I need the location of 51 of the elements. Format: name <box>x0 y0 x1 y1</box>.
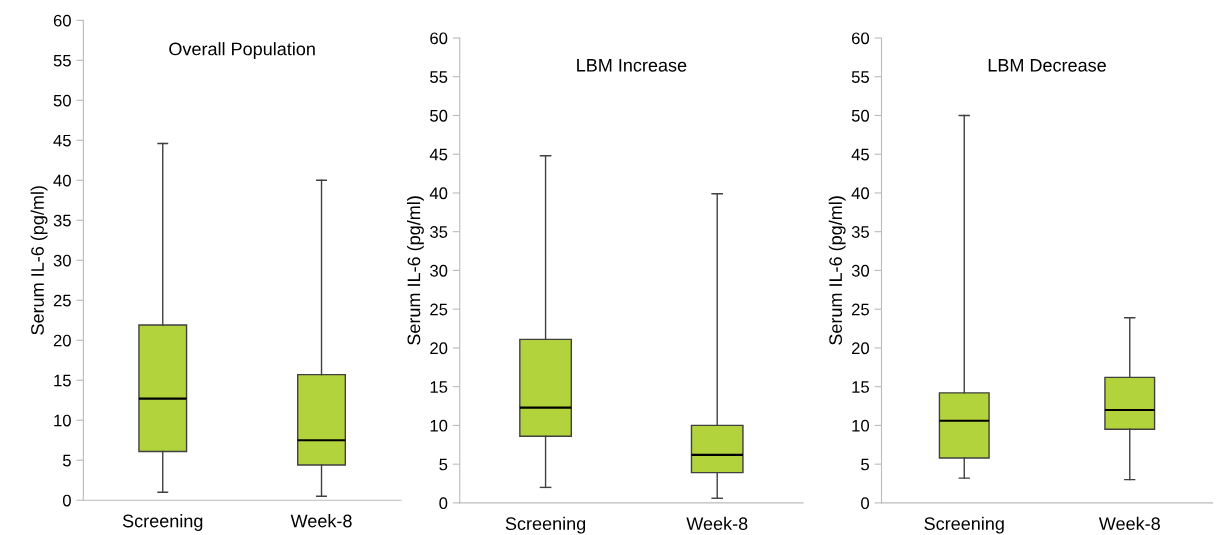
y-tick-label: 15 <box>852 381 869 393</box>
y-tick-label: 45 <box>851 148 869 161</box>
y-tick-label: 60 <box>53 14 71 27</box>
y-tick-label: 5 <box>62 454 71 467</box>
y-axis-title: Serum IL-6 (pg/ml) <box>828 196 846 345</box>
y-tick-label: 0 <box>861 497 870 510</box>
y-tick-label: 45 <box>429 148 448 161</box>
text: LBM Increase <box>577 59 687 72</box>
y-tick-label: 35 <box>53 214 71 227</box>
y-tick-label: 25 <box>430 303 448 316</box>
y-tick-label: 15 <box>54 374 71 387</box>
y-tick-label: 0 <box>439 497 448 510</box>
y-tick-label: 50 <box>430 109 448 122</box>
x-tick-label: Week-8 <box>1098 516 1160 531</box>
y-tick-label: 10 <box>54 414 71 427</box>
y-tick-label: 25 <box>53 294 71 307</box>
y-tick-label: 20 <box>430 342 448 355</box>
y-tick-label: 55 <box>851 71 869 83</box>
y-tick-label: 20 <box>53 334 71 347</box>
y-tick-label: 40 <box>53 174 71 187</box>
x-tick-label: Screening <box>924 516 1004 534</box>
y-axis-title: Serum IL-6 (pg/ml) <box>407 196 424 345</box>
y-tick-label: 55 <box>53 54 71 67</box>
y-tick-label: 60 <box>430 32 448 45</box>
y-tick-label: 55 <box>430 71 448 83</box>
y-tick-label: 10 <box>430 419 448 432</box>
y-tick-label: 5 <box>439 458 448 471</box>
x-tick-label: Week-8 <box>290 514 352 528</box>
y-tick-label: 15 <box>430 381 448 393</box>
y-tick-label: 35 <box>430 226 448 238</box>
y-tick-label: 60 <box>852 32 870 45</box>
y-axis-title: Serum IL-6 (pg/ml) <box>30 186 48 335</box>
text: Overall Population <box>169 42 315 59</box>
x-tick-label: Screening <box>505 516 586 534</box>
y-tick-label: 25 <box>851 303 869 316</box>
y-tick-label: 50 <box>851 109 870 122</box>
y-tick-label: 40 <box>429 187 448 200</box>
y-tick-label: 0 <box>62 494 71 507</box>
y-tick-label: 30 <box>851 264 870 277</box>
y-tick-label: 10 <box>852 419 870 432</box>
y-tick-label: 30 <box>430 264 448 277</box>
y-tick-label: 30 <box>53 254 71 267</box>
y-tick-label: 45 <box>53 134 71 147</box>
y-tick-label: 40 <box>851 187 870 200</box>
y-tick-label: 35 <box>851 226 869 238</box>
text: LBM Decrease <box>988 59 1106 72</box>
x-tick-label: Week-8 <box>686 516 748 531</box>
y-tick-label: 20 <box>851 342 870 355</box>
x-tick-label: Screening <box>122 514 203 531</box>
y-tick-label: 5 <box>861 458 869 471</box>
y-tick-label: 50 <box>53 94 71 107</box>
